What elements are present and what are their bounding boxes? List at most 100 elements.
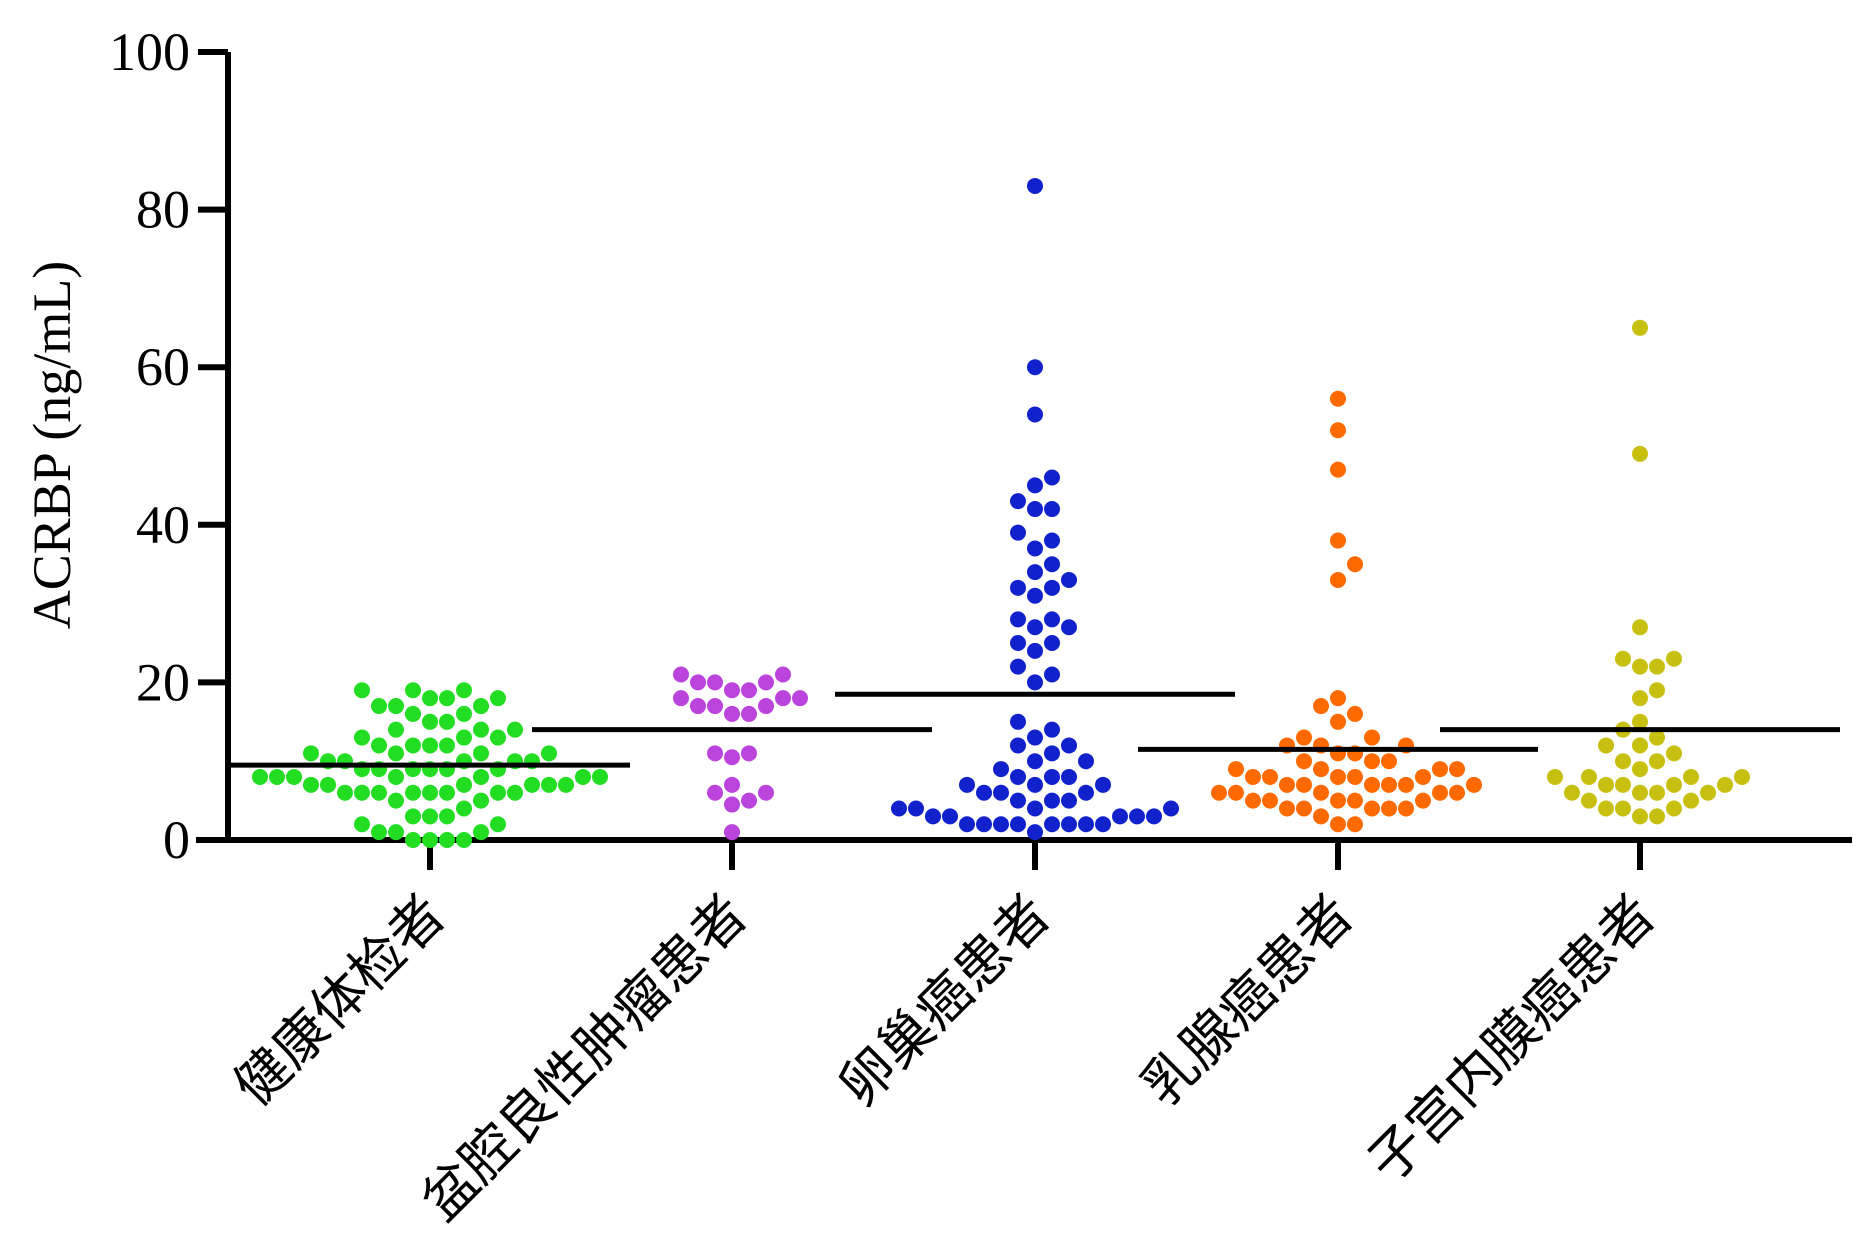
data-point	[1010, 611, 1026, 628]
data-point	[371, 824, 387, 841]
data-point	[993, 816, 1009, 833]
data-point	[1364, 800, 1380, 817]
data-point	[439, 808, 455, 825]
data-point	[1649, 784, 1665, 801]
data-point	[371, 737, 387, 754]
data-point	[405, 832, 421, 848]
data-point	[405, 808, 421, 825]
data-point	[1700, 784, 1716, 801]
data-point	[1683, 768, 1699, 785]
data-point	[1027, 587, 1043, 604]
data-point	[388, 768, 404, 785]
data-point	[1010, 579, 1026, 596]
data-point	[456, 776, 472, 793]
data-point	[337, 784, 353, 801]
data-point	[388, 721, 404, 738]
data-point	[1044, 745, 1060, 762]
data-point	[473, 698, 489, 715]
data-point	[1666, 776, 1682, 793]
y-tick-label: 40	[136, 495, 190, 555]
data-point	[473, 768, 489, 785]
data-point	[439, 737, 455, 754]
y-ticks: 0 20 40 60 80 100	[109, 22, 228, 870]
data-point	[1398, 776, 1414, 793]
data-point	[1547, 768, 1563, 785]
category-label: 乳腺癌患者	[1130, 883, 1365, 1118]
data-point	[1044, 768, 1060, 785]
data-point	[1296, 800, 1312, 817]
data-point	[354, 816, 370, 833]
data-point	[1717, 776, 1733, 793]
data-point	[541, 776, 557, 793]
data-point	[490, 784, 506, 801]
data-point	[1381, 753, 1397, 770]
data-point	[1027, 177, 1043, 194]
data-point	[1466, 776, 1482, 793]
data-point	[507, 784, 523, 801]
data-point	[422, 784, 438, 801]
data-point	[1330, 532, 1346, 549]
data-point	[1044, 501, 1060, 518]
data-point	[439, 832, 455, 848]
data-point	[1078, 784, 1094, 801]
data-point	[891, 800, 907, 817]
data-point	[439, 784, 455, 801]
data-point	[1581, 768, 1597, 785]
data-point	[558, 776, 574, 793]
data-point	[422, 832, 438, 848]
data-point	[320, 776, 336, 793]
data-point	[1347, 816, 1363, 833]
data-points	[252, 177, 1750, 848]
data-point	[758, 698, 774, 715]
data-point	[252, 768, 268, 785]
data-point	[1330, 461, 1346, 478]
data-point	[1044, 666, 1060, 683]
data-point	[1330, 690, 1346, 707]
data-point	[1632, 784, 1648, 801]
data-point	[524, 776, 540, 793]
category-label: 健康体检者	[222, 883, 457, 1118]
data-point	[1649, 753, 1665, 770]
data-point	[908, 800, 924, 817]
data-point	[1027, 642, 1043, 659]
category-label: 子宫内膜癌患者	[1355, 883, 1667, 1195]
data-point	[976, 816, 992, 833]
data-point	[1027, 406, 1043, 423]
data-point	[1666, 800, 1682, 817]
data-point	[1027, 619, 1043, 636]
data-point	[1313, 761, 1329, 778]
data-point	[1564, 784, 1580, 801]
data-point	[575, 768, 591, 785]
y-tick-label: 80	[136, 180, 190, 240]
data-point	[959, 816, 975, 833]
data-point	[1632, 761, 1648, 778]
data-point	[1415, 768, 1431, 785]
data-point	[1044, 556, 1060, 573]
data-point	[1649, 682, 1665, 699]
data-point	[1112, 808, 1128, 825]
data-point	[1432, 784, 1448, 801]
data-point	[371, 784, 387, 801]
data-point	[1010, 792, 1026, 809]
data-point	[473, 745, 489, 762]
data-point	[1044, 532, 1060, 549]
data-point	[942, 808, 958, 825]
data-point	[724, 749, 740, 766]
data-point	[422, 713, 438, 730]
data-point	[1381, 800, 1397, 817]
data-point	[1649, 808, 1665, 825]
data-point	[1095, 816, 1111, 833]
data-point	[1010, 737, 1026, 754]
data-point	[1632, 808, 1648, 825]
data-point	[1330, 792, 1346, 809]
data-point	[456, 705, 472, 722]
data-point	[758, 784, 774, 801]
data-point	[303, 745, 319, 762]
data-point	[439, 713, 455, 730]
x-ticks	[427, 840, 1643, 870]
data-point	[1044, 579, 1060, 596]
data-point	[1666, 650, 1682, 667]
data-point	[1330, 713, 1346, 730]
